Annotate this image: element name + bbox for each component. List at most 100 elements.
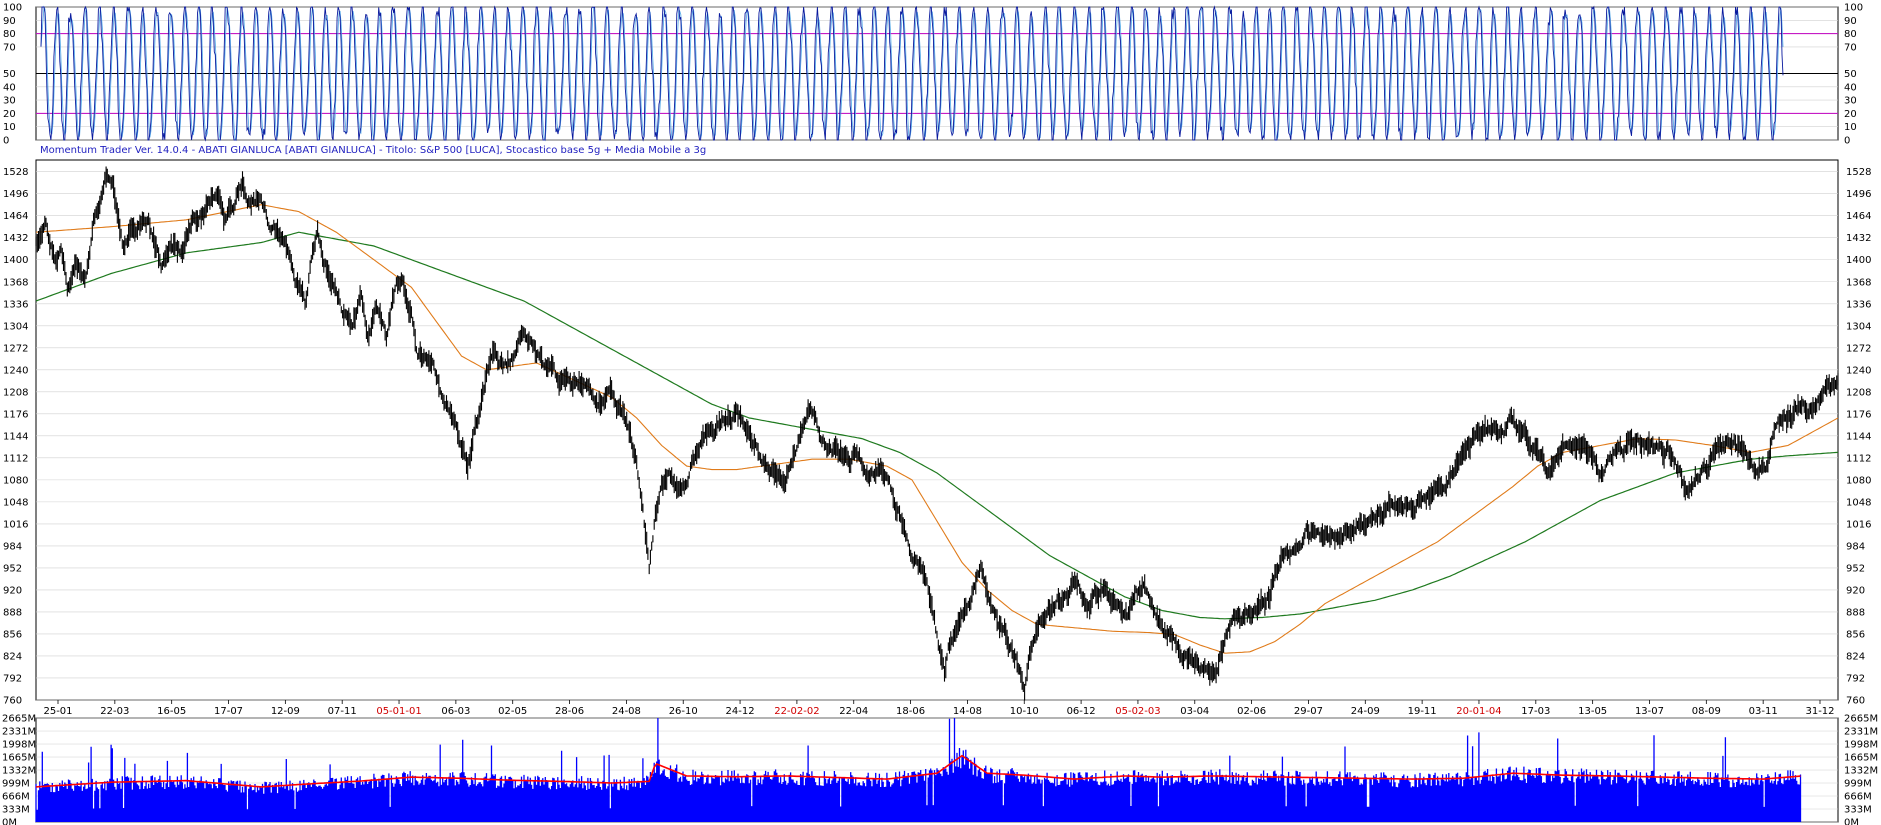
stochastic-y-tick-label-left: 90 xyxy=(3,16,16,27)
stochastic-y-tick-label-left: 40 xyxy=(3,82,16,93)
price-y-tick-label-left: 1304 xyxy=(3,321,28,332)
price-x-tick-label: 08-09 xyxy=(1692,706,1721,717)
price-x-tick-label: 05-02-03 xyxy=(1115,706,1160,717)
price-y-tick-label-right: 1208 xyxy=(1846,387,1871,398)
price-x-tick-label: 20-01-04 xyxy=(1456,706,1501,717)
volume-y-tick-label-right: 1998M xyxy=(1844,740,1878,751)
volume-y-tick-label-left: 999M xyxy=(2,779,30,790)
price-x-tick-label: 12-09 xyxy=(271,706,300,717)
stochastic-main-line xyxy=(40,5,1784,142)
price-x-tick-label: 29-07 xyxy=(1294,706,1323,717)
price-y-tick-label-right: 1080 xyxy=(1846,475,1871,486)
price-panel: 760 760 792 792 824 824 856 856 888 888 920 920 952 9… xyxy=(3,159,1871,717)
stochastic-panel: 0 0 10 10 20 20 30 30 40 40 50 50 70 70 80 80 90 90 100 100 xyxy=(3,3,1863,147)
chart-caption: Momentum Trader Ver. 14.0.4 - ABATI GIAN… xyxy=(40,145,706,156)
volume-y-tick-label-right: 666M xyxy=(1844,792,1872,803)
price-x-tick-label: 22-03 xyxy=(100,706,129,717)
stochastic-y-tick-label-right: 10 xyxy=(1844,122,1857,133)
price-y-tick-label-right: 1176 xyxy=(1846,409,1871,420)
price-y-tick-label-left: 984 xyxy=(3,541,22,552)
volume-y-tick-label-right: 0M xyxy=(1844,818,1859,825)
volume-y-tick-label-left: 2331M xyxy=(2,727,36,738)
volume-average-line xyxy=(35,754,1801,788)
price-x-tick-label: 25-01 xyxy=(43,706,72,717)
price-y-tick-label-right: 792 xyxy=(1846,673,1865,684)
stochastic-y-tick-label-right: 50 xyxy=(1844,69,1857,80)
price-y-tick-label-left: 1336 xyxy=(3,299,28,310)
price-y-tick-label-left: 1368 xyxy=(3,277,28,288)
price-x-tick-label: 06-03 xyxy=(441,706,470,717)
price-y-tick-label-left: 1464 xyxy=(3,211,28,222)
price-y-tick-label-right: 1144 xyxy=(1846,431,1871,442)
stochastic-y-tick-label-left: 100 xyxy=(3,3,22,14)
moving-average-long-line xyxy=(35,231,1839,620)
stochastic-y-tick-label-left: 0 xyxy=(3,136,9,147)
stochastic-y-tick-label-right: 20 xyxy=(1844,109,1857,120)
price-x-tick-label: 02-06 xyxy=(1237,706,1266,717)
price-x-tick-label: 19-11 xyxy=(1408,706,1437,717)
price-y-tick-label-right: 1304 xyxy=(1846,321,1871,332)
price-x-tick-label: 17-03 xyxy=(1521,706,1550,717)
volume-y-tick-label-right: 1332M xyxy=(1844,766,1878,777)
volume-y-tick-label-left: 2665M xyxy=(2,714,36,725)
price-x-tick-label: 06-12 xyxy=(1067,706,1096,717)
price-y-tick-label-left: 1496 xyxy=(3,189,28,200)
price-y-tick-label-right: 1112 xyxy=(1846,453,1871,464)
price-x-tick-label: 22-04 xyxy=(839,706,868,717)
stochastic-y-tick-label-right: 30 xyxy=(1844,96,1857,107)
price-y-tick-label-right: 1528 xyxy=(1846,167,1871,178)
price-y-tick-label-left: 1272 xyxy=(3,343,28,354)
volume-y-tick-label-left: 0M xyxy=(2,818,17,825)
price-y-tick-label-right: 1240 xyxy=(1846,365,1871,376)
volume-y-tick-label-left: 1332M xyxy=(2,766,36,777)
price-y-tick-label-left: 1240 xyxy=(3,365,28,376)
stochastic-y-tick-label-left: 20 xyxy=(3,109,16,120)
volume-panel: 0M 0M 333M 333M 666M 666M 999M 999M 1332M 1332M 16… xyxy=(2,714,1878,825)
price-y-tick-label-right: 856 xyxy=(1846,629,1865,640)
stochastic-y-tick-label-right: 80 xyxy=(1844,29,1857,40)
price-x-tick-label: 13-05 xyxy=(1578,706,1607,717)
stochastic-y-tick-label-right: 0 xyxy=(1844,136,1850,147)
price-y-tick-label-left: 1208 xyxy=(3,387,28,398)
stochastic-y-tick-label-right: 70 xyxy=(1844,42,1857,53)
price-y-tick-label-right: 952 xyxy=(1846,563,1865,574)
volume-y-tick-label-left: 666M xyxy=(2,792,30,803)
price-y-tick-label-right: 1400 xyxy=(1846,255,1871,266)
stochastic-y-tick-label-left: 30 xyxy=(3,96,16,107)
price-y-tick-label-right: 824 xyxy=(1846,651,1865,662)
stochastic-signal-line xyxy=(40,5,1784,142)
price-x-tick-label: 07-11 xyxy=(328,706,357,717)
price-y-tick-label-left: 1400 xyxy=(3,255,28,266)
volume-bars xyxy=(35,718,1802,822)
stochastic-y-tick-label-right: 100 xyxy=(1844,3,1863,14)
volume-y-tick-label-right: 333M xyxy=(1844,805,1872,816)
volume-y-tick-label-right: 2331M xyxy=(1844,727,1878,738)
price-x-tick-label: 26-10 xyxy=(669,706,698,717)
price-x-tick-label: 16-05 xyxy=(157,706,186,717)
moving-average-short-line xyxy=(35,204,1839,654)
price-x-tick-label: 31-12 xyxy=(1805,706,1834,717)
stochastic-y-tick-label-left: 50 xyxy=(3,69,16,80)
price-x-tick-label: 17-07 xyxy=(214,706,243,717)
price-y-tick-label-left: 792 xyxy=(3,673,22,684)
price-y-tick-label-right: 1016 xyxy=(1846,519,1871,530)
price-x-tick-label: 05-01-01 xyxy=(376,706,421,717)
price-y-tick-label-right: 1464 xyxy=(1846,211,1871,222)
price-y-tick-label-right: 760 xyxy=(1846,696,1865,707)
price-y-tick-label-left: 920 xyxy=(3,585,22,596)
price-y-tick-label-left: 824 xyxy=(3,651,22,662)
volume-y-tick-label-left: 333M xyxy=(2,805,30,816)
price-y-tick-label-left: 856 xyxy=(3,629,22,640)
price-y-tick-label-right: 1368 xyxy=(1846,277,1871,288)
price-y-tick-label-left: 888 xyxy=(3,607,22,618)
price-x-tick-label: 28-06 xyxy=(555,706,584,717)
price-y-tick-label-right: 888 xyxy=(1846,607,1865,618)
price-x-tick-label: 22-02-02 xyxy=(774,706,819,717)
price-x-tick-label: 24-12 xyxy=(726,706,755,717)
price-y-tick-label-left: 1432 xyxy=(3,233,28,244)
price-x-tick-label: 14-08 xyxy=(953,706,982,717)
price-x-tick-label: 03-11 xyxy=(1749,706,1778,717)
price-y-tick-label-left: 1016 xyxy=(3,519,28,530)
price-x-tick-label: 10-10 xyxy=(1010,706,1039,717)
